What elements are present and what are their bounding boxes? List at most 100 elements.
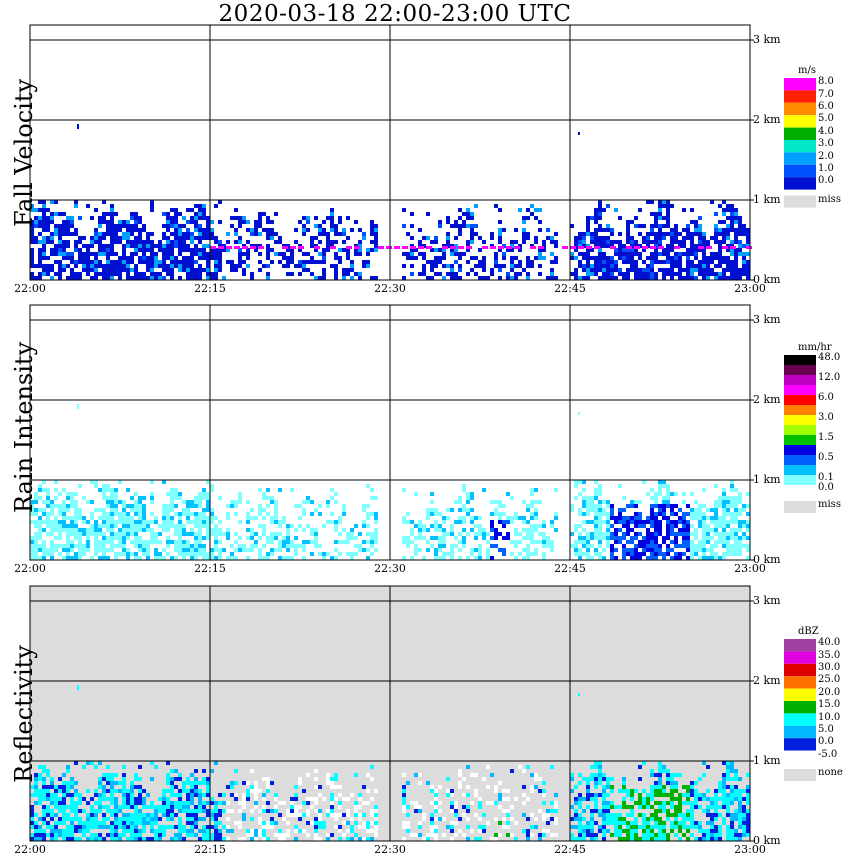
echo-cell	[694, 536, 698, 540]
echo-cell	[602, 208, 606, 212]
echo-cell	[498, 240, 502, 244]
echo-cell	[114, 508, 118, 512]
echo-cell	[598, 524, 602, 528]
echo-cell	[582, 829, 586, 833]
echo-cell	[150, 480, 154, 484]
echo-cell	[194, 504, 198, 508]
echo-cell	[70, 797, 74, 801]
echo-cell	[742, 805, 746, 809]
echo-cell	[62, 228, 66, 232]
echo-cell	[98, 516, 102, 520]
echo-cell	[690, 833, 694, 837]
echo-cell	[122, 797, 126, 801]
echo-cell	[714, 837, 718, 841]
echo-cell	[314, 809, 318, 813]
echo-cell	[590, 520, 594, 524]
echo-cell	[346, 532, 350, 536]
echo-cell	[462, 805, 466, 809]
echo-cell	[706, 272, 710, 276]
echo-cell	[118, 256, 122, 260]
echo-cell	[634, 520, 638, 524]
echo-cell	[150, 244, 154, 248]
echo-cell	[186, 821, 190, 825]
echo-cell	[550, 524, 554, 528]
echo-cell	[322, 552, 326, 556]
echo-cell	[510, 516, 514, 520]
echo-cell	[574, 276, 578, 280]
echo-cell	[430, 817, 434, 821]
echo-cell	[666, 833, 670, 837]
echo-cell	[738, 216, 742, 220]
legend-swatch	[784, 725, 816, 739]
echo-cell	[446, 240, 450, 244]
echo-cell	[98, 252, 102, 256]
echo-cell	[94, 480, 98, 484]
echo-cell	[350, 268, 354, 272]
echo-cell	[214, 268, 218, 272]
echo-cell	[590, 817, 594, 821]
echo-cell	[162, 276, 166, 280]
height-tick-label: 3 km	[753, 594, 781, 607]
echo-cell	[286, 548, 290, 552]
echo-cell	[178, 492, 182, 496]
echo-cell	[530, 785, 534, 789]
echo-cell	[682, 240, 686, 244]
echo-cell	[114, 789, 118, 793]
echo-cell	[126, 228, 130, 232]
echo-cell	[110, 789, 114, 793]
echo-cell	[466, 240, 470, 244]
echo-cell	[670, 520, 674, 524]
echo-cell	[330, 805, 334, 809]
echo-cell	[598, 809, 602, 813]
echo-cell	[66, 552, 70, 556]
echo-cell	[570, 825, 574, 829]
echo-cell	[66, 524, 70, 528]
echo-cell	[630, 236, 634, 240]
echo-cell	[358, 837, 362, 841]
echo-cell	[546, 544, 550, 548]
echo-cell	[86, 540, 90, 544]
echo-cell	[402, 789, 406, 793]
echo-cell	[110, 492, 114, 496]
echo-cell	[78, 240, 82, 244]
echo-cell	[462, 488, 466, 492]
echo-cell	[114, 837, 118, 841]
echo-cell	[658, 773, 662, 777]
echo-cell	[66, 508, 70, 512]
echo-cell	[202, 512, 206, 516]
echo-cell	[262, 528, 266, 532]
echo-cell	[166, 240, 170, 244]
echo-cell	[518, 260, 522, 264]
echo-cell	[210, 512, 214, 516]
echo-cell	[318, 276, 322, 280]
echo-cell	[194, 532, 198, 536]
echo-cell	[142, 276, 146, 280]
echo-cell	[282, 536, 286, 540]
echo-cell	[286, 556, 290, 560]
echo-cell	[550, 801, 554, 805]
echo-cell	[614, 260, 618, 264]
echo-cell	[442, 556, 446, 560]
echo-cell	[722, 805, 726, 809]
echo-cell	[274, 500, 278, 504]
echo-cell	[674, 520, 678, 524]
echo-cell	[306, 773, 310, 777]
echo-cell	[162, 528, 166, 532]
bright-band-cell	[314, 246, 320, 249]
echo-cell	[138, 240, 142, 244]
echo-cell	[42, 520, 46, 524]
echo-cell	[646, 801, 650, 805]
bright-band-cell	[586, 246, 592, 249]
echo-cell	[462, 220, 466, 224]
echo-cell	[138, 837, 142, 841]
echo-cell	[598, 504, 602, 508]
echo-cell	[502, 797, 506, 801]
echo-cell	[106, 789, 110, 793]
echo-cell	[226, 825, 230, 829]
echo-cell	[690, 805, 694, 809]
echo-cell	[706, 548, 710, 552]
echo-cell	[238, 216, 242, 220]
echo-cell	[190, 817, 194, 821]
echo-cell	[86, 801, 90, 805]
echo-cell	[42, 793, 46, 797]
